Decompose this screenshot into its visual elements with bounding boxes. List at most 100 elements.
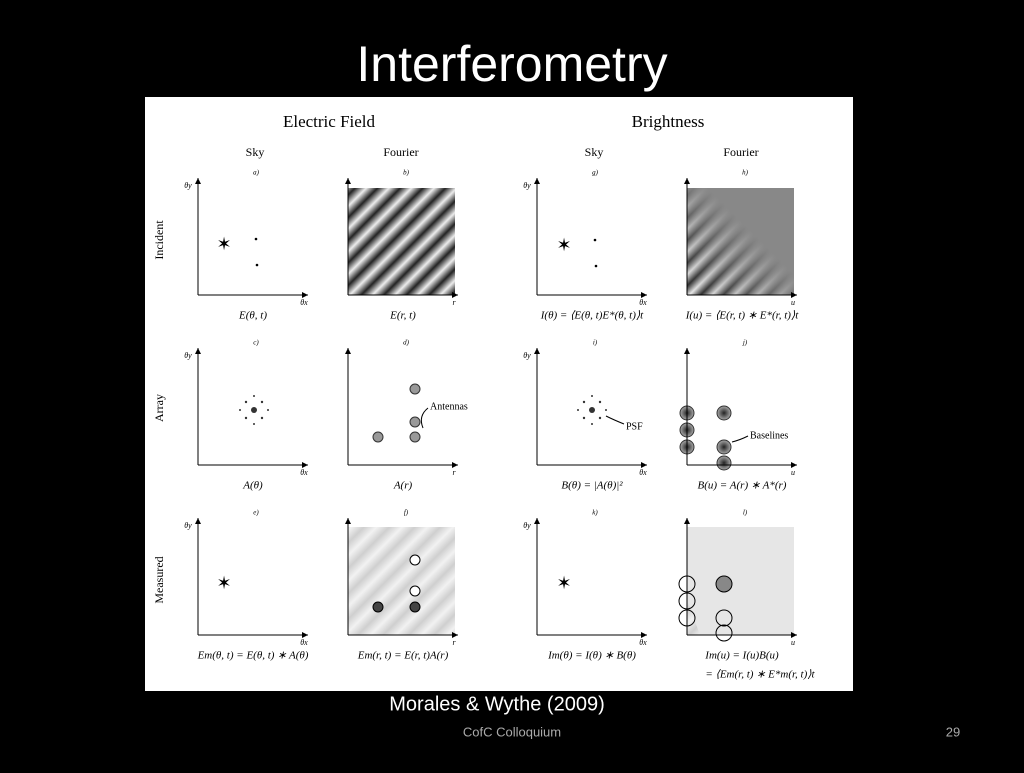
source <box>594 264 598 268</box>
y-axis-label: θy <box>523 351 531 360</box>
arrow <box>641 292 647 298</box>
formula: B(θ) = |A(θ)|² <box>561 480 623 492</box>
panel-letter: e) <box>253 509 259 517</box>
fringe-image <box>687 527 794 635</box>
arrow <box>534 348 540 354</box>
y-axis-label: θy <box>184 351 192 360</box>
group-title: Brightness <box>632 112 705 131</box>
star: ✶ <box>216 234 231 254</box>
arrow <box>345 348 351 354</box>
formula: B(u) = A(r) ∗ A*(r) <box>698 480 787 492</box>
x-axis-label: u <box>791 638 795 647</box>
panel-letter: j) <box>742 339 748 347</box>
annotation: PSF <box>626 421 643 432</box>
star: ✶ <box>556 573 571 593</box>
arrow <box>302 462 308 468</box>
arrow <box>195 178 201 184</box>
arrow <box>534 178 540 184</box>
psf <box>239 395 607 425</box>
x-axis-label: r <box>452 298 456 307</box>
column-header: Sky <box>246 145 265 159</box>
annotation-arrow <box>605 415 625 425</box>
arrow <box>452 462 458 468</box>
formula: E(r, t) <box>389 310 416 322</box>
row-label: Array <box>152 394 166 422</box>
panel-letter: k) <box>592 509 598 517</box>
caption: Morales & Wythe (2009) <box>389 693 604 715</box>
row-label: Incident <box>152 220 166 260</box>
x-axis-label: u <box>791 298 795 307</box>
x-axis-label: θx <box>639 468 647 477</box>
arrow <box>534 518 540 524</box>
source <box>254 237 258 241</box>
formula: Em(r, t) = E(r, t)A(r) <box>357 650 449 662</box>
fringe-fade <box>687 188 794 295</box>
annotation-arrow <box>420 407 429 429</box>
x-axis-label: θx <box>300 298 308 307</box>
arrow <box>302 292 308 298</box>
column-header: Sky <box>585 145 604 159</box>
formula: A(r) <box>393 480 413 492</box>
panel-letter: b) <box>403 169 410 177</box>
formula: Em(θ, t) = E(θ, t) ∗ A(θ) <box>197 650 309 662</box>
fringe-image <box>348 527 455 635</box>
y-axis-label: θy <box>523 521 531 530</box>
figure: Electric Field Brightness Sky Fourier Sk… <box>152 112 816 681</box>
formula: = ⟨Em(r, t) ∗ E*m(r, t)⟩t <box>705 669 815 681</box>
arrow <box>452 632 458 638</box>
antennas <box>372 383 421 443</box>
arrow <box>195 348 201 354</box>
formula: I(u) = ⟨E(r, t) ∗ E*(r, t)⟩t <box>685 310 800 322</box>
x-axis-label: r <box>452 468 456 477</box>
page-number: 29 <box>946 724 960 739</box>
panel-letter: a) <box>253 169 260 177</box>
y-axis-label: θy <box>523 181 531 190</box>
arrow <box>791 632 797 638</box>
arrow <box>641 632 647 638</box>
column-header: Fourier <box>383 145 418 159</box>
x-axis-label: r <box>452 638 456 647</box>
group-title: Electric Field <box>283 112 376 131</box>
arrow <box>684 348 690 354</box>
arrow <box>345 518 351 524</box>
source <box>593 238 597 242</box>
x-axis-label: u <box>791 468 795 477</box>
formula: E(θ, t) <box>238 310 267 322</box>
row-label: Measured <box>152 556 166 603</box>
formula: Im(u) = I(u)B(u) <box>704 650 779 662</box>
panel-letter: l) <box>743 509 748 517</box>
arrow <box>684 518 690 524</box>
panel-letter: g) <box>592 169 599 177</box>
panel-letter: d) <box>403 339 410 347</box>
arrow <box>684 178 690 184</box>
arrow <box>791 292 797 298</box>
x-axis-label: θx <box>300 468 308 477</box>
x-axis-label: θx <box>300 638 308 647</box>
formula: A(θ) <box>242 480 263 492</box>
panel-letter: c) <box>253 339 259 347</box>
footer: CofC Colloquium <box>463 724 561 739</box>
slide-title: Interferometry <box>356 36 667 92</box>
arrow <box>195 518 201 524</box>
panel-letter: f) <box>404 509 409 517</box>
arrow <box>791 462 797 468</box>
y-axis-label: θy <box>184 181 192 190</box>
panel-letter: h) <box>742 169 749 177</box>
arrow <box>302 632 308 638</box>
annotation: Baselines <box>750 430 788 441</box>
arrow <box>641 462 647 468</box>
arrow <box>452 292 458 298</box>
fringe-image <box>348 188 455 295</box>
arrow <box>345 178 351 184</box>
column-header: Fourier <box>723 145 758 159</box>
x-axis-label: θx <box>639 298 647 307</box>
source <box>255 263 259 267</box>
formula: I(θ) = ⟨E(θ, t)E*(θ, t)⟩t <box>540 310 644 322</box>
star: ✶ <box>556 235 571 255</box>
star: ✶ <box>216 573 231 593</box>
x-axis-label: θx <box>639 638 647 647</box>
y-axis-label: θy <box>184 521 192 530</box>
panel-letter: i) <box>593 339 598 347</box>
annotation-arrow <box>731 435 749 443</box>
